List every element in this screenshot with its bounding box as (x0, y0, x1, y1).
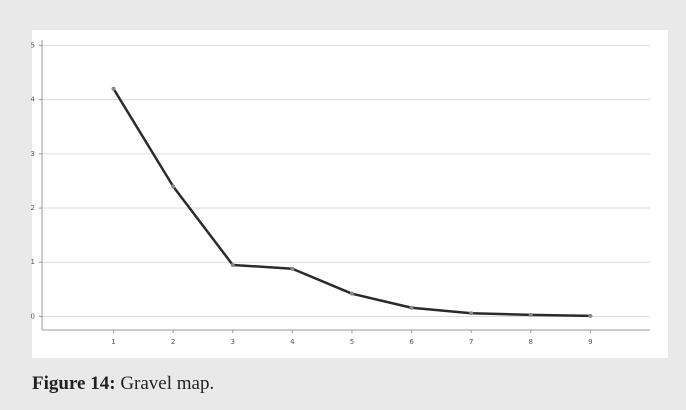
point (588, 313, 593, 318)
point (469, 311, 474, 316)
point (111, 86, 116, 91)
chart-panel (32, 30, 668, 358)
x-tick-label: 6 (409, 338, 414, 346)
point (290, 266, 295, 271)
point (349, 291, 354, 296)
y-tick-label: 0 (31, 312, 35, 320)
plot: 0 1 2 3 4 5 1 2 3 4 5 6 7 8 9 (31, 40, 650, 346)
caption-text: Gravel map. (120, 373, 214, 394)
point (230, 262, 235, 267)
y-tick-label: 1 (31, 258, 35, 266)
point (528, 312, 533, 317)
x-tick-label: 8 (529, 338, 533, 346)
x-tick-label: 9 (588, 338, 592, 346)
x-tick-label: 1 (111, 338, 115, 346)
y-tick-label: 3 (31, 150, 35, 158)
x-tick-label: 7 (469, 338, 473, 346)
x-tick-label: 2 (171, 338, 175, 346)
y-tick-label: 4 (31, 96, 36, 104)
point (171, 184, 176, 189)
y-tick-label: 2 (31, 204, 35, 212)
y-tick-label: 5 (31, 41, 35, 49)
point (409, 305, 414, 310)
x-tick-label: 4 (290, 338, 295, 346)
caption-label: Figure 14: (32, 373, 116, 394)
x-tick-label: 5 (350, 338, 354, 346)
caption: Figure 14: Gravel map. (32, 373, 214, 394)
x-tick-label: 3 (231, 338, 235, 346)
